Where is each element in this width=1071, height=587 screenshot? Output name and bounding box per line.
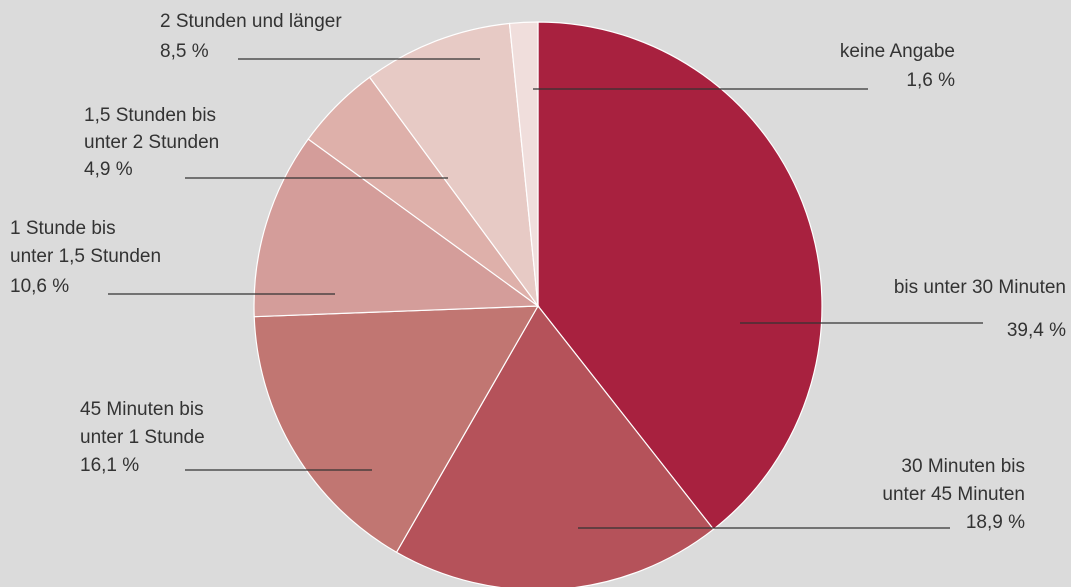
slice-label: unter 1,5 Stunden (10, 246, 161, 267)
value-label: 18,9 % (966, 512, 1025, 533)
pie-slice (508, 21, 539, 307)
pie-slice (395, 304, 715, 587)
pie-slice (253, 305, 540, 554)
slice-label: keine Angabe (840, 41, 955, 62)
slice-label: 30 Minuten bis (901, 456, 1025, 477)
value-label: 16,1 % (80, 455, 139, 476)
value-label: 10,6 % (10, 276, 69, 297)
slice-label: 45 Minuten bis (80, 399, 204, 420)
value-label: 1,6 % (906, 70, 955, 91)
value-label: 4,9 % (84, 159, 133, 180)
slice-label: unter 45 Minuten (882, 484, 1025, 505)
slice-label: unter 1 Stunde (80, 427, 205, 448)
slice-label: 1,5 Stunden bis (84, 105, 216, 126)
pie-slice (537, 21, 823, 531)
value-label: 39,4 % (1007, 320, 1066, 341)
value-label: 8,5 % (160, 41, 209, 62)
slice-label: bis unter 30 Minuten (894, 277, 1066, 298)
pie-slice (253, 138, 540, 318)
slice-label: unter 2 Stunden (84, 132, 219, 153)
slice-label: 2 Stunden und länger (160, 11, 342, 32)
slice-label: 1 Stunde bis (10, 218, 116, 239)
pie-slice (368, 22, 539, 309)
